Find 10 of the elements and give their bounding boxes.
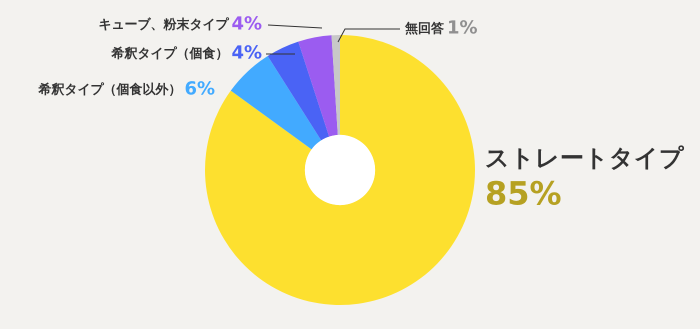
slice-label: 無回答 (404, 21, 444, 36)
slice-label: キューブ、粉末タイプ (98, 16, 230, 32)
slice-label: 希釈タイプ（個食以外） (37, 81, 182, 98)
data-label: 6% (184, 78, 216, 100)
slice-label: 希釈タイプ（個食） (110, 45, 228, 62)
data-label: 85% (485, 174, 562, 212)
data-label: 4% (231, 14, 262, 35)
data-label: 4% (231, 42, 262, 64)
data-label: 1% (447, 18, 478, 39)
slice-label: ストレートタイプ (485, 144, 685, 172)
